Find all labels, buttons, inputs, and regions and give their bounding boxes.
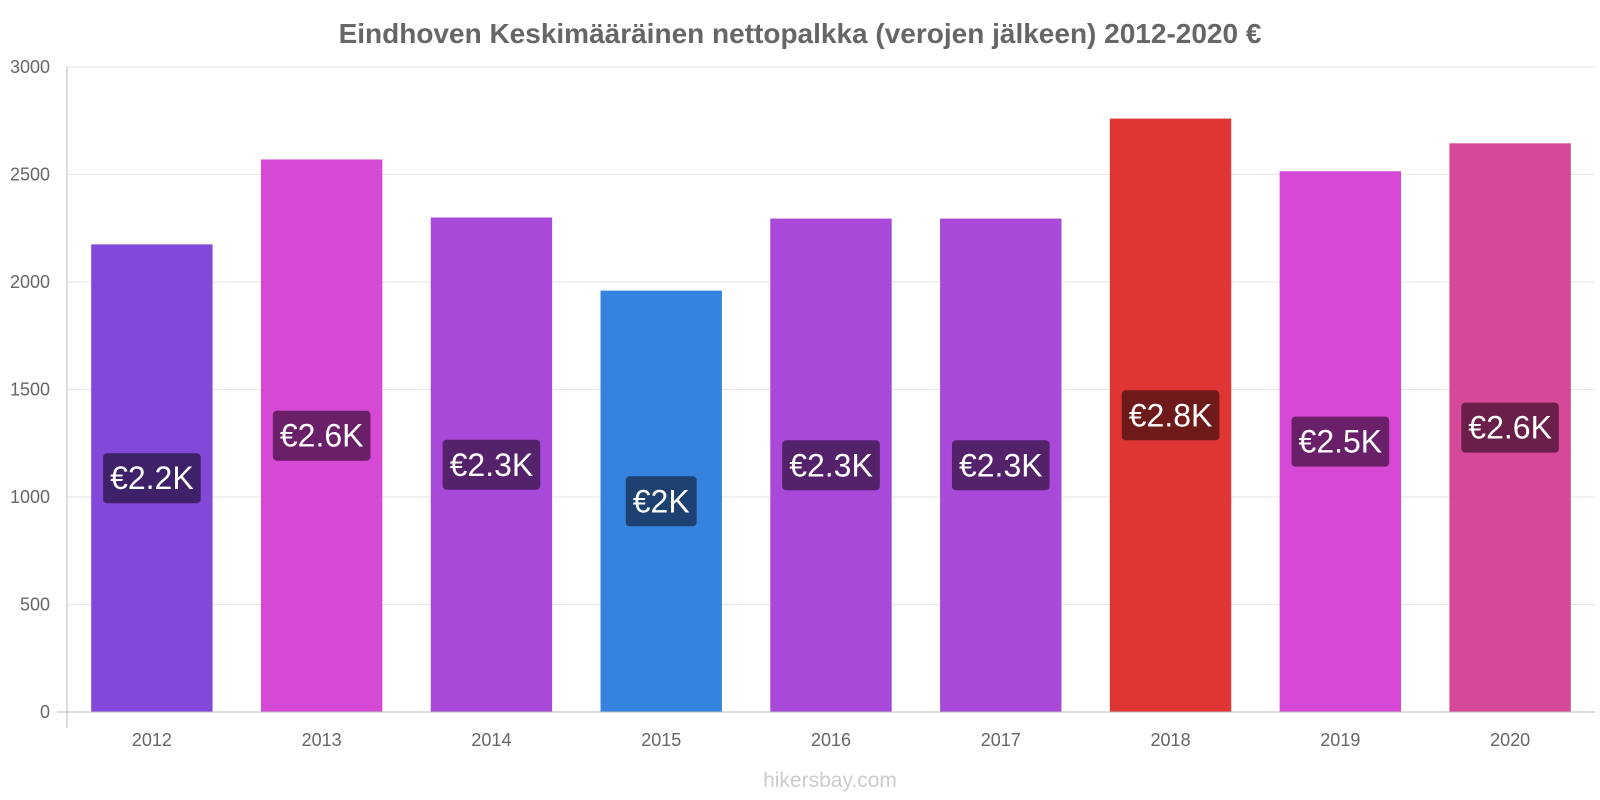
y-tick-label: 1500 — [10, 380, 50, 400]
data-label-2017: €2.3K — [951, 440, 1050, 491]
data-label-background — [782, 440, 880, 491]
data-label-2012: €2.2K — [103, 453, 201, 504]
data-label-text: €2.3K — [450, 447, 534, 483]
y-tick-label: 500 — [20, 595, 50, 615]
data-label-2015: €2K — [625, 476, 697, 527]
data-label-2020: €2.6K — [1461, 402, 1559, 453]
y-axis: 0 500 1000 1500 2000 2500 3000 — [10, 57, 68, 728]
data-label-text: €2.5K — [1299, 424, 1383, 460]
data-label-text: €2.6K — [1468, 410, 1552, 446]
data-label-background — [442, 439, 541, 490]
data-label-background — [103, 453, 201, 504]
x-tick-label: 2015 — [641, 730, 681, 750]
y-tick-label: 0 — [40, 702, 50, 722]
x-tick-label: 2019 — [1320, 730, 1360, 750]
x-tick-label: 2013 — [302, 730, 342, 750]
data-label-background — [625, 476, 697, 527]
data-label-background — [951, 440, 1050, 491]
data-labels: €2.2K €2.6K €2.3K €2K €2.3K €2.3K €2.8K €2.5K €2… — [103, 390, 1559, 527]
data-label-background — [1121, 390, 1220, 441]
data-label-background — [272, 410, 371, 461]
data-label-text: €2K — [633, 483, 690, 519]
data-label-2014: €2.3K — [442, 439, 541, 490]
x-tick-label: 2020 — [1490, 730, 1530, 750]
x-tick-label: 2018 — [1151, 730, 1191, 750]
x-tick-label: 2016 — [811, 730, 851, 750]
data-label-text: €2.6K — [280, 418, 364, 454]
data-label-text: €2.3K — [959, 447, 1043, 483]
data-label-2018: €2.8K — [1121, 390, 1220, 441]
data-label-text: €2.2K — [110, 460, 194, 496]
data-label-text: €2.8K — [1129, 397, 1213, 433]
x-tick-label: 2017 — [981, 730, 1021, 750]
y-tick-label: 2500 — [10, 165, 50, 185]
data-label-background — [1461, 402, 1559, 453]
x-tick-label: 2014 — [471, 730, 511, 750]
data-label-2013: €2.6K — [272, 410, 371, 461]
chart-title: Eindhoven Keskimääräinen nettopalkka (ve… — [339, 18, 1262, 49]
x-axis: 2012 2013 2014 2015 2016 2017 2018 2019 2020 — [57, 711, 1595, 750]
data-label-2019: €2.5K — [1291, 416, 1390, 467]
x-tick-label: 2012 — [132, 730, 172, 750]
data-label-2016: €2.3K — [782, 440, 880, 491]
data-label-text: €2.3K — [789, 447, 873, 483]
y-tick-label: 2000 — [10, 272, 50, 292]
y-tick-label: 3000 — [10, 57, 50, 77]
data-label-background — [1291, 416, 1390, 467]
source-footer: hikersbay.com — [763, 769, 897, 792]
y-tick-label: 1000 — [10, 487, 50, 507]
